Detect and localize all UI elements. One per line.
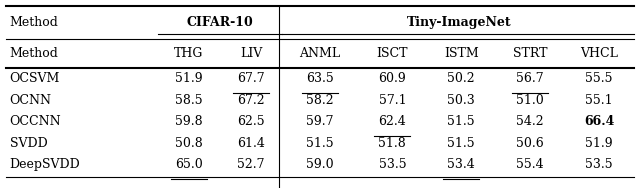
Text: 51.9: 51.9 xyxy=(586,137,613,150)
Text: 51.9: 51.9 xyxy=(175,72,203,85)
Text: 50.2: 50.2 xyxy=(447,72,475,85)
Text: CIFAR-10: CIFAR-10 xyxy=(187,16,253,29)
Text: 65.0: 65.0 xyxy=(175,158,203,171)
Text: VHCL: VHCL xyxy=(580,47,618,60)
Text: 50.3: 50.3 xyxy=(447,94,475,107)
Text: THG: THG xyxy=(174,47,204,60)
Text: 55.1: 55.1 xyxy=(586,94,613,107)
Text: 51.5: 51.5 xyxy=(447,137,475,150)
Text: 53.4: 53.4 xyxy=(447,158,475,171)
Text: ISCT: ISCT xyxy=(376,47,408,60)
Text: 55.4: 55.4 xyxy=(516,158,544,171)
Text: DeepSVDD: DeepSVDD xyxy=(10,158,81,171)
Text: 51.5: 51.5 xyxy=(447,115,475,128)
Text: 57.1: 57.1 xyxy=(378,94,406,107)
Text: 63.5: 63.5 xyxy=(306,72,334,85)
Text: 59.8: 59.8 xyxy=(175,115,203,128)
Text: 59.7: 59.7 xyxy=(307,115,333,128)
Text: 51.5: 51.5 xyxy=(306,137,334,150)
Text: OCCNN: OCCNN xyxy=(10,115,61,128)
Text: Method: Method xyxy=(10,16,58,29)
Text: 62.4: 62.4 xyxy=(378,115,406,128)
Text: ANML: ANML xyxy=(300,47,340,60)
Text: 61.4: 61.4 xyxy=(237,137,265,150)
Text: Method: Method xyxy=(10,47,58,60)
Text: 62.5: 62.5 xyxy=(237,115,265,128)
Text: 58.5: 58.5 xyxy=(175,94,203,107)
Text: 54.2: 54.2 xyxy=(516,115,544,128)
Text: 67.7: 67.7 xyxy=(237,72,265,85)
Text: 52.7: 52.7 xyxy=(237,158,265,171)
Text: 50.8: 50.8 xyxy=(175,137,203,150)
Text: 67.2: 67.2 xyxy=(237,94,265,107)
Text: 51.0: 51.0 xyxy=(516,94,544,107)
Text: 66.4: 66.4 xyxy=(584,115,614,128)
Text: OCNN: OCNN xyxy=(10,94,52,107)
Text: 53.5: 53.5 xyxy=(586,158,613,171)
Text: 50.6: 50.6 xyxy=(516,137,544,150)
Text: SVDD: SVDD xyxy=(10,137,47,150)
Text: STRT: STRT xyxy=(513,47,547,60)
Text: 55.5: 55.5 xyxy=(586,72,613,85)
Text: 51.8: 51.8 xyxy=(378,137,406,150)
Text: 59.0: 59.0 xyxy=(306,158,334,171)
Text: OCSVM: OCSVM xyxy=(10,72,60,85)
Text: LIV: LIV xyxy=(240,47,262,60)
Text: 60.9: 60.9 xyxy=(378,72,406,85)
Text: 56.7: 56.7 xyxy=(516,72,544,85)
Text: ISTM: ISTM xyxy=(444,47,479,60)
Text: 53.5: 53.5 xyxy=(378,158,406,171)
Text: 58.2: 58.2 xyxy=(306,94,334,107)
Text: Tiny-ImageNet: Tiny-ImageNet xyxy=(407,16,512,29)
